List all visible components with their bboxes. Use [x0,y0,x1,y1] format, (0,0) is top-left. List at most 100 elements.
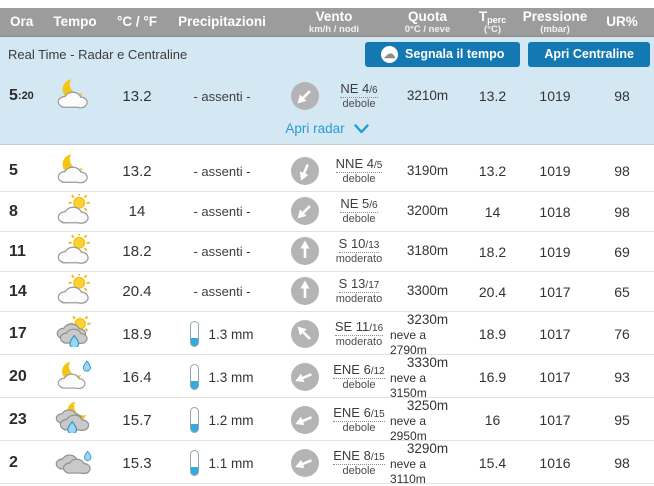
segnala-tempo-label: Segnala il tempo [405,47,505,61]
table-row: 5 13.2 - assenti - NNE 4/5 debole 3190m … [0,151,654,191]
realtime-title: Real Time - Radar e Centraline [8,46,188,62]
radar-row: Apri radar [0,121,654,144]
table-row: 14 20.4 - assenti - S 13/17 moderato 330… [0,271,654,311]
wind-speed-label[interactable]: ENE 8/15 [333,448,385,466]
precipitation-cell: - assenti - [166,284,278,299]
table-row: 20 16.4 1.3 mm ENE 6/12 debole 3330m nev… [0,354,654,400]
hour-value: 5 [9,162,18,179]
perceived-temp-value: 18.2 [478,243,507,260]
humidity-cell: 95 [590,412,654,428]
zero-altitude-value: 3300m [406,283,449,299]
temperature-value: 16.4 [122,368,152,386]
wind-speed-label[interactable]: ENE 6/12 [333,362,385,380]
humidity-value: 98 [614,455,630,472]
pressure-value: 1017 [539,326,571,343]
snow-altitude-value: neve a 3150m [390,371,427,400]
wind-direction-icon [291,81,319,110]
pressure-cell: 1017 [520,369,590,385]
time-cell: 23 [0,411,42,429]
altitude-cell: 3200m [390,203,465,219]
pressure-cell: 1017 [520,412,590,428]
perceived-temp-value: 18.9 [478,326,507,343]
table-header: Ora Tempo °C / °F Precipitazioni Vento k… [0,8,654,37]
table-row: 17 18.9 1.3 mm SE 11/16 moderato 3230m n… [0,311,654,357]
precipitation-amount: 1.3 mm [208,369,254,385]
wind-cell: NE 5/6 debole [278,196,390,226]
wind-text: ENE 6/15 debole [328,405,390,435]
wind-strength-label: debole [342,422,376,435]
precipitation-cell: - assenti - [166,204,278,219]
zero-altitude-value: 3250m [406,398,449,413]
pressure-cell: 1019 [520,163,590,179]
pressure-value: 1016 [539,455,571,472]
table-row: 23 15.7 1.2 mm ENE 6/15 debole 3250m nev… [0,397,654,443]
column-header-ora: Ora [10,13,34,29]
wind-text: NE 4/6 debole [328,80,390,111]
wind-strength-label: debole [342,172,376,185]
pressure-cell: 1018 [520,204,590,220]
chevron-down-icon [353,123,369,133]
wind-direction-icon [291,237,319,266]
time-cell: 14 [0,283,42,301]
perceived-temp-value: 20.4 [478,283,507,300]
precipitation-amount: 1.2 mm [208,412,254,428]
wind-cell: S 13/17 moderato [278,276,390,306]
temperature-cell: 15.7 [108,412,166,429]
table-row: 5:20 13.2 - assenti - NE 4/6 debole 3210… [0,71,654,121]
wind-direction-icon [291,320,319,349]
wind-speed-label[interactable]: ENE 6/15 [333,405,385,423]
perceived-temp-cell: 16 [465,412,520,428]
thermometer-icon [190,450,200,477]
wind-text: ENE 8/15 debole [328,448,390,478]
weather-icon [55,313,95,352]
wind-cell: ENE 8/15 debole [278,448,390,478]
wind-cell: SE 11/16 moderato [278,319,390,349]
zero-altitude-value: 3190m [406,162,449,178]
pressure-value: 1019 [539,163,571,179]
segnala-tempo-button[interactable]: ☁ Segnala il tempo [365,41,521,67]
column-header-tempo: Tempo [53,13,97,29]
perceived-temp-cell: 16.9 [465,369,520,385]
pressure-cell: 1016 [520,455,590,471]
forecast-rows: 5 13.2 - assenti - NNE 4/5 debole 3190m … [0,151,654,486]
precipitation-cell: 1.3 mm [166,364,278,391]
weather-cell [42,153,108,189]
pressure-cell: 1019 [520,88,590,104]
humidity-cell: 93 [590,369,654,385]
wind-speed-label[interactable]: S 10/13 [338,236,380,254]
perceived-temp-value: 16 [484,412,501,429]
wind-speed-label[interactable]: NE 4/6 [340,80,378,98]
snow-altitude-value: neve a 2790m [390,328,427,357]
precipitation-amount: 1.3 mm [208,326,254,342]
wind-speed-label[interactable]: SE 11/16 [334,319,384,337]
snow-altitude-value: neve a 3110m [390,457,427,486]
wind-speed-label[interactable]: S 13/17 [338,276,380,294]
apri-radar-link[interactable]: Apri radar [285,121,369,136]
pressure-value: 1017 [539,369,571,386]
perceived-temp-cell: 15.4 [465,455,520,471]
weather-cell [42,401,108,438]
temperature-value: 15.3 [122,454,152,472]
wind-strength-label: debole [342,465,376,478]
hour-value: 8 [9,202,18,220]
wind-text: SE 11/16 moderato [328,319,390,349]
time-cell: 8 [0,203,42,221]
weather-cell [42,359,108,395]
wind-speed-label[interactable]: NE 5/6 [340,196,378,214]
wind-speed-label[interactable]: NNE 4/5 [335,155,383,173]
altitude-cell: 3250m neve a 2950m [390,398,465,443]
humidity-value: 95 [614,412,630,429]
humidity-cell: 98 [590,204,654,220]
precipitation-cell: 1.2 mm [166,407,278,434]
hour-value: 14 [9,282,27,300]
wind-strength-label: moderato [335,293,383,306]
wind-direction-icon [291,277,319,306]
pressure-cell: 1019 [520,244,590,260]
table-row: 11 18.2 - assenti - S 10/13 moderato 318… [0,231,654,271]
temperature-cell: 20.4 [108,283,166,300]
humidity-cell: 98 [590,88,654,104]
apri-centraline-button[interactable]: Apri Centraline [528,41,650,67]
time-cell: 20 [0,368,42,386]
wind-direction-icon [291,449,319,478]
hour-value: 2 [9,454,18,472]
